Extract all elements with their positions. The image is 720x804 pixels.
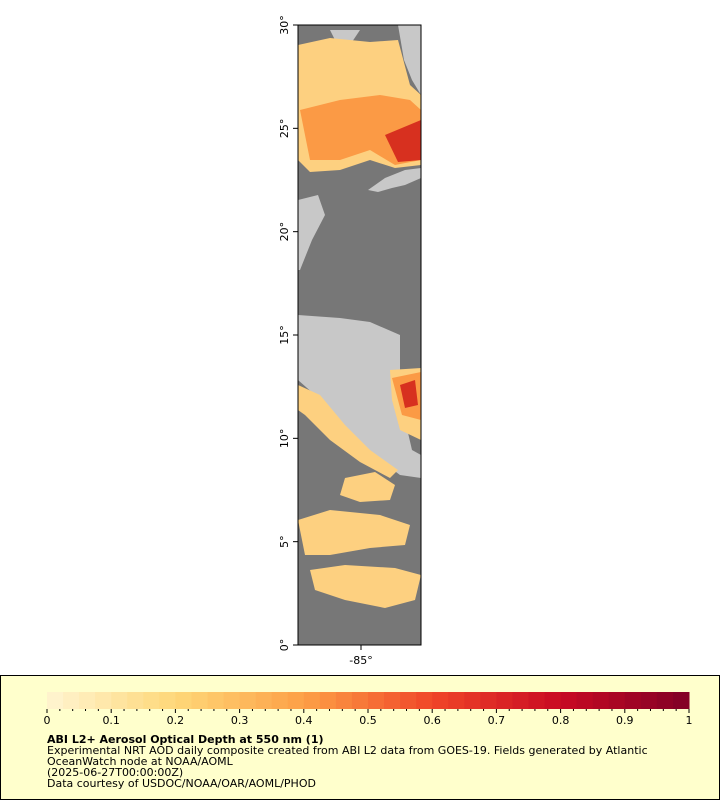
colorbar-label: 0.3 xyxy=(231,714,249,727)
color-step xyxy=(672,692,690,709)
color-step xyxy=(592,692,610,709)
aerosol-peak xyxy=(385,120,421,408)
color-step xyxy=(143,692,160,709)
legend-line: Experimental NRT AOD daily composite cre… xyxy=(47,744,648,757)
color-step xyxy=(400,692,417,709)
color-step xyxy=(239,692,257,709)
color-step xyxy=(79,692,96,709)
color-step xyxy=(191,692,208,709)
color-step xyxy=(640,692,658,709)
color-step xyxy=(464,692,481,709)
lat-label: 15° xyxy=(278,325,291,345)
legend-line: (2025-06-27T00:00:00Z) xyxy=(47,766,183,779)
colorbar-label: 0.5 xyxy=(359,714,377,727)
colorbar-label: 0.4 xyxy=(295,714,313,727)
color-step xyxy=(223,692,241,709)
legend-title: ABI L2+ Aerosol Optical Depth at 550 nm … xyxy=(47,733,324,746)
color-step xyxy=(63,692,80,709)
color-step xyxy=(576,692,594,709)
lat-label: 0° xyxy=(278,639,291,652)
lat-label: 30° xyxy=(278,15,291,35)
color-step xyxy=(528,692,546,709)
color-step xyxy=(368,692,385,709)
color-step xyxy=(111,692,128,709)
lat-axis: 0° 5° 10° 15° 20° 25° 30° xyxy=(278,15,298,651)
color-step xyxy=(496,692,513,709)
map xyxy=(298,25,421,645)
colorbar: 0 0.1 0.2 0.3 0.4 0.5 0.6 0.7 0.8 0.9 1 xyxy=(44,692,693,727)
legend-line: OceanWatch node at NOAA/AOML xyxy=(47,755,234,768)
legend-line: Data courtesy of USDOC/NOAA/OAR/AOML/PHO… xyxy=(47,777,316,790)
colorbar-label: 0.1 xyxy=(102,714,120,727)
color-step xyxy=(416,692,433,709)
color-step xyxy=(95,692,112,709)
color-step xyxy=(448,692,465,709)
color-step xyxy=(351,692,369,709)
colorbar-label: 0 xyxy=(44,714,51,727)
colorbar-label: 1 xyxy=(686,714,693,727)
color-step xyxy=(656,692,674,709)
lon-label: -85° xyxy=(349,654,372,667)
color-step xyxy=(207,692,225,709)
colorbar-label: 0.7 xyxy=(488,714,506,727)
lat-label: 10° xyxy=(278,429,291,449)
color-step xyxy=(47,692,64,709)
color-step xyxy=(127,692,144,709)
color-step xyxy=(159,692,176,709)
color-step xyxy=(319,692,337,709)
color-step xyxy=(271,692,289,709)
color-step xyxy=(480,692,497,709)
colorbar-label: 0.2 xyxy=(167,714,185,727)
color-step xyxy=(608,692,626,709)
color-step xyxy=(560,692,578,709)
colorbar-label: 0.9 xyxy=(616,714,634,727)
colorbar-label: 0.6 xyxy=(423,714,441,727)
color-step xyxy=(335,692,353,709)
lat-label: 5° xyxy=(278,535,291,548)
lat-label: 20° xyxy=(278,222,291,242)
colorbar-label: 0.8 xyxy=(552,714,570,727)
color-step xyxy=(624,692,642,709)
color-step xyxy=(303,692,321,709)
lat-label: 25° xyxy=(278,119,291,139)
color-step xyxy=(432,692,449,709)
color-step xyxy=(544,692,562,709)
color-step xyxy=(255,692,273,709)
color-step xyxy=(512,692,529,709)
color-step xyxy=(287,692,305,709)
color-step xyxy=(175,692,192,709)
color-step xyxy=(384,692,401,709)
